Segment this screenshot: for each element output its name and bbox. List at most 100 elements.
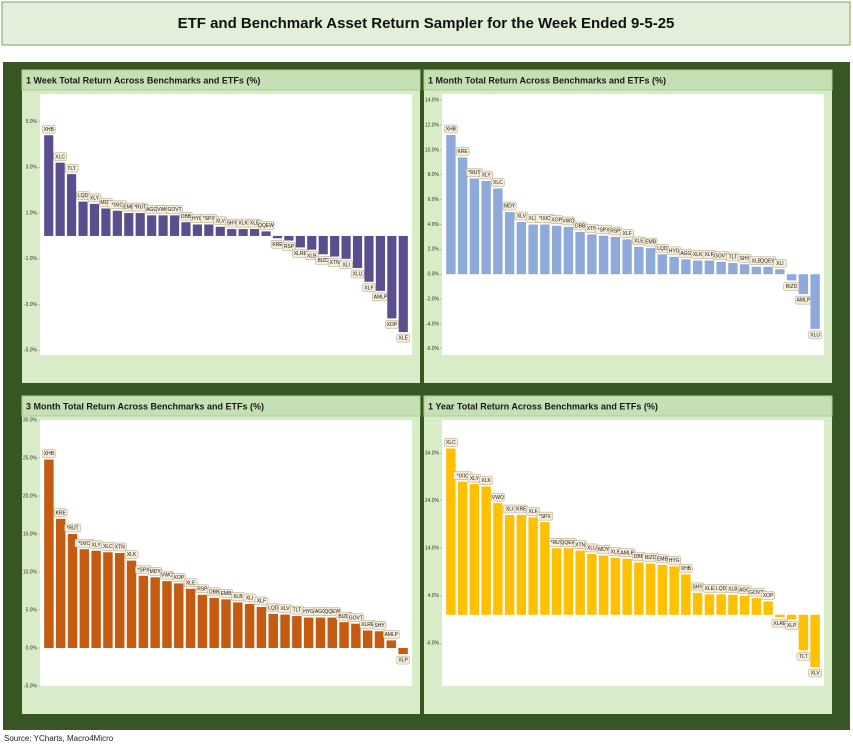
bar-label: XLC: [55, 154, 65, 160]
label-box: [761, 591, 775, 600]
y-tick-label: 6.0%: [428, 197, 440, 203]
bar: [362, 630, 373, 648]
bar-label: HYG: [669, 558, 680, 564]
bar-label: XLI: [506, 507, 514, 513]
bar-label: AGG: [739, 587, 750, 593]
bar: [657, 564, 668, 615]
bar: [739, 264, 750, 275]
bar-label: XLB: [728, 586, 738, 592]
bar: [272, 235, 283, 239]
bar: [692, 260, 703, 275]
bar: [446, 135, 456, 275]
bar: [169, 215, 180, 236]
bar-label: AGG: [680, 251, 691, 257]
label-box: [54, 508, 68, 517]
bar-label: RSP: [610, 229, 621, 235]
bar: [634, 562, 644, 615]
bar: [575, 231, 585, 275]
bar: [238, 229, 248, 236]
bar: [135, 213, 145, 236]
bar: [622, 239, 632, 275]
bar: [469, 484, 480, 615]
y-tick-label: 12.0%: [425, 122, 440, 128]
bar: [44, 459, 54, 648]
bar-label: XLK: [481, 478, 491, 484]
bar: [622, 558, 632, 615]
bar-label: LQD: [657, 246, 668, 252]
bar-label: KRE: [457, 149, 468, 155]
bar: [351, 623, 361, 648]
chart-header: [423, 395, 833, 417]
label-box: [479, 476, 493, 485]
bar-label: *RUT: [66, 526, 78, 532]
bar-label: GOVT: [349, 615, 363, 621]
bar: [457, 481, 468, 615]
bar: [551, 548, 562, 615]
y-tick-label: 25.0%: [23, 455, 38, 461]
bar-label: XLC: [493, 180, 503, 186]
bar: [634, 246, 644, 275]
bar: [181, 222, 191, 236]
bar-label: VWO: [562, 219, 574, 225]
bar-label: XTN: [587, 226, 597, 232]
bar: [138, 575, 149, 648]
label-box: [350, 269, 365, 279]
y-tick-label: 24.0%: [425, 498, 440, 504]
y-tick-label: 15.0%: [23, 531, 38, 537]
bar-label: SHY: [739, 256, 750, 262]
bar-label: XLR: [705, 252, 715, 258]
bar: [295, 235, 305, 248]
label-box: [87, 193, 102, 203]
y-tick-label: 3.0%: [26, 165, 38, 171]
y-tick-label: 5.0%: [26, 607, 38, 613]
bar-label: XOP: [551, 217, 562, 223]
bar-label: XLY: [90, 196, 100, 202]
bar-label: XLF: [623, 231, 632, 237]
label-box: [536, 511, 554, 521]
bar: [751, 266, 762, 275]
bar: [158, 215, 168, 236]
bar-label: XLE: [634, 238, 644, 244]
y-tick-label: 0.0%: [428, 272, 440, 278]
label-box: [561, 216, 576, 226]
bar-label: XHB: [44, 127, 55, 133]
bar: [398, 235, 408, 333]
bar-label: *IXIC: [78, 541, 90, 547]
bar-label: XLY: [482, 173, 492, 179]
bar-label: BIZD: [338, 614, 350, 620]
bar-label: *SPX: [137, 567, 150, 573]
bar: [292, 616, 302, 648]
bar: [307, 235, 317, 250]
title-banner: [1, 1, 851, 46]
bar: [669, 566, 679, 615]
bar: [327, 617, 337, 648]
bar-label: VWO: [161, 573, 173, 579]
bar: [115, 553, 125, 648]
bar: [352, 235, 363, 268]
bar: [209, 597, 219, 648]
bar: [704, 594, 715, 615]
chart-title: 1 Month Total Return Across Benchmarks a…: [428, 75, 666, 85]
label-box: [396, 333, 410, 343]
y-tick-label: 14.0%: [425, 546, 440, 552]
bar: [44, 135, 54, 236]
y-tick-label: 0.0%: [26, 645, 38, 651]
bar-label: TLT: [729, 255, 738, 261]
bar-label: *SPX: [539, 514, 552, 520]
bar: [215, 226, 225, 236]
bar-label: XLI: [342, 262, 350, 268]
y-tick-label: -4.0%: [426, 321, 440, 327]
bar-label: XOP: [387, 322, 398, 328]
bar: [598, 555, 609, 615]
bar-label: XLV: [216, 218, 226, 224]
bar: [268, 613, 278, 648]
bar: [261, 231, 271, 236]
bar: [79, 549, 90, 648]
bar: [89, 203, 100, 236]
bar-label: SHY: [374, 623, 385, 629]
chart-title: 3 Month Total Return Across Benchmarks a…: [26, 401, 264, 411]
label-box: [372, 621, 387, 630]
label-box: [64, 163, 79, 173]
bar: [112, 210, 122, 236]
label-box: [64, 523, 81, 533]
